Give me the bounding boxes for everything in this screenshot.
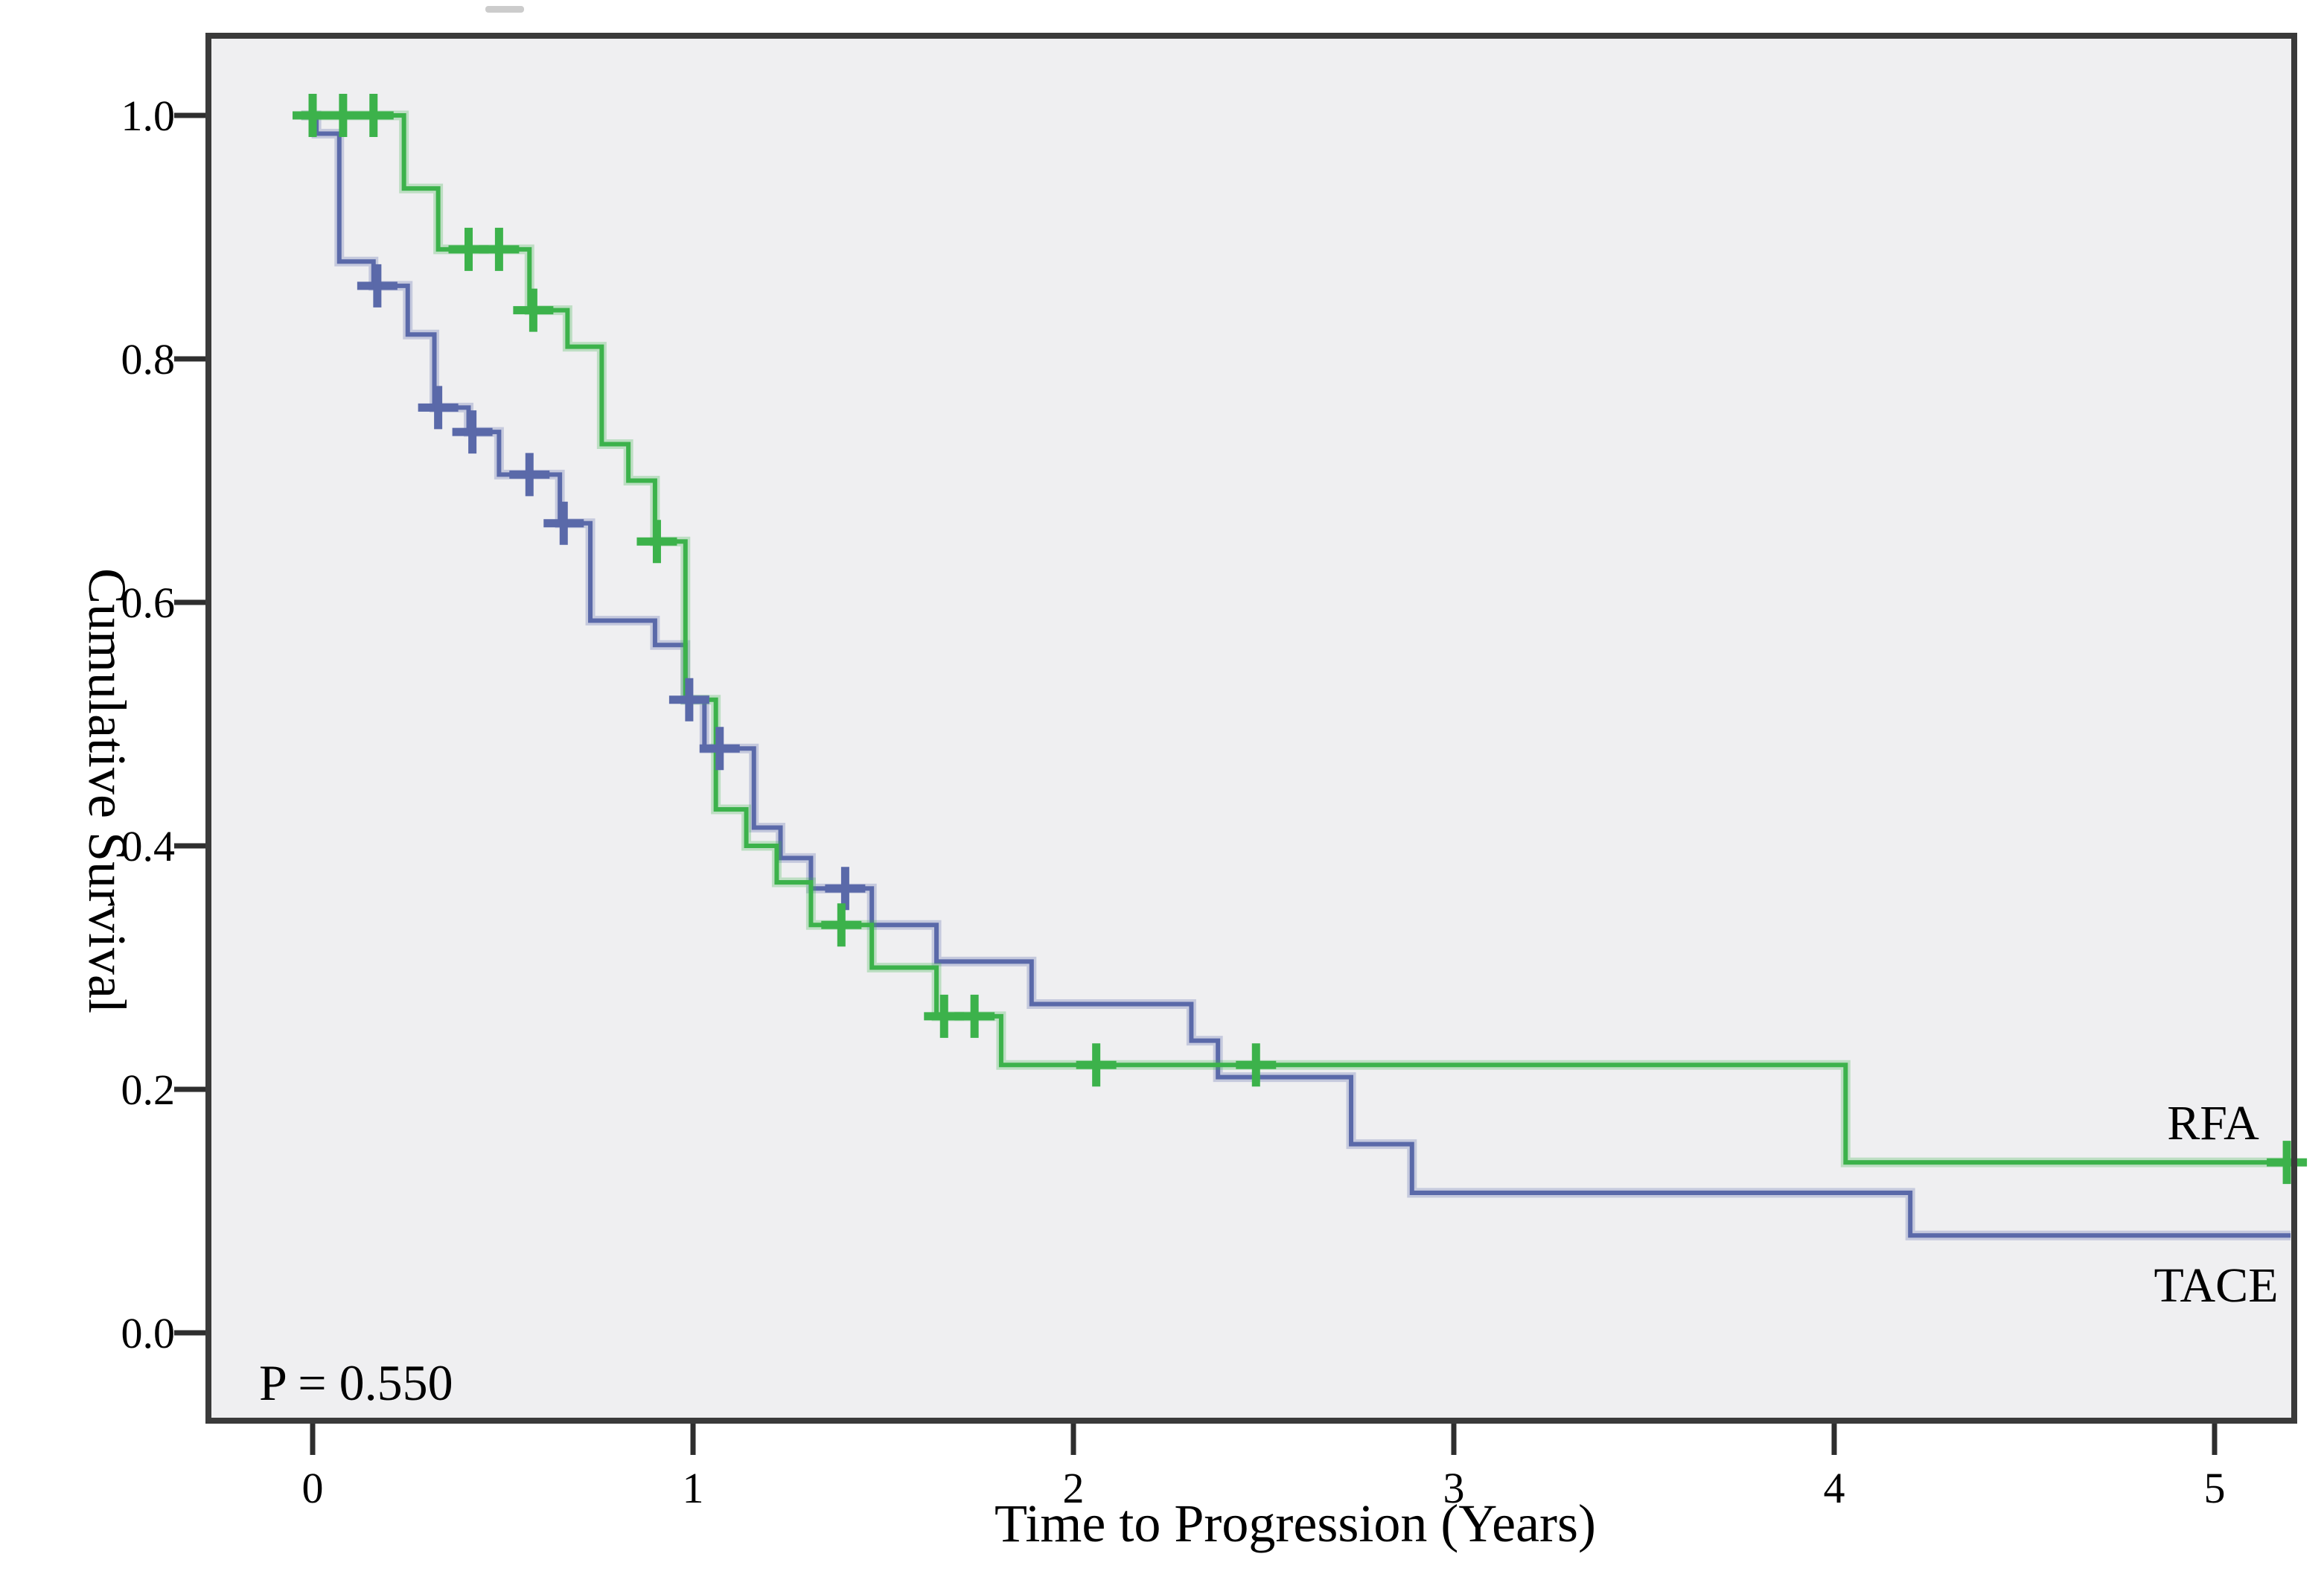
series-label-tace: TACE (2154, 1258, 2278, 1313)
x-axis-title: Time to Progression (Years) (995, 1494, 1596, 1553)
y-tick-label: 0.8 (121, 335, 176, 383)
x-tick-label: 5 (2204, 1464, 2226, 1512)
censor-marks (293, 94, 2308, 1185)
tace-curve (301, 113, 2291, 1238)
y-axis-title: Cumulative Survival (77, 568, 137, 1013)
axis-ticks (174, 112, 2218, 1455)
x-tick-label: 1 (683, 1464, 704, 1512)
series-label-rfa: RFA (2167, 1096, 2259, 1150)
x-tick-label: 4 (1824, 1464, 1845, 1512)
scan-artifact (485, 6, 524, 13)
y-tick-label: 0.6 (121, 579, 176, 627)
y-tick-label: 0.2 (121, 1066, 176, 1114)
y-tick-label: 0.4 (121, 822, 176, 870)
x-tick-label: 2 (1063, 1464, 1085, 1512)
y-tick-label: 1.0 (121, 92, 176, 140)
plot-border (205, 33, 2297, 1424)
plot-area (208, 36, 2294, 1421)
x-tick-label: 3 (1443, 1464, 1465, 1512)
y-tick-label: 0.0 (121, 1309, 176, 1357)
p-value-label: P = 0.550 (259, 1354, 453, 1411)
x-tick-label: 0 (302, 1464, 324, 1512)
axis-tick-labels: 0 1 2 3 4 5 1.0 0.8 0.6 0.4 0.2 0.0 (121, 92, 2226, 1512)
